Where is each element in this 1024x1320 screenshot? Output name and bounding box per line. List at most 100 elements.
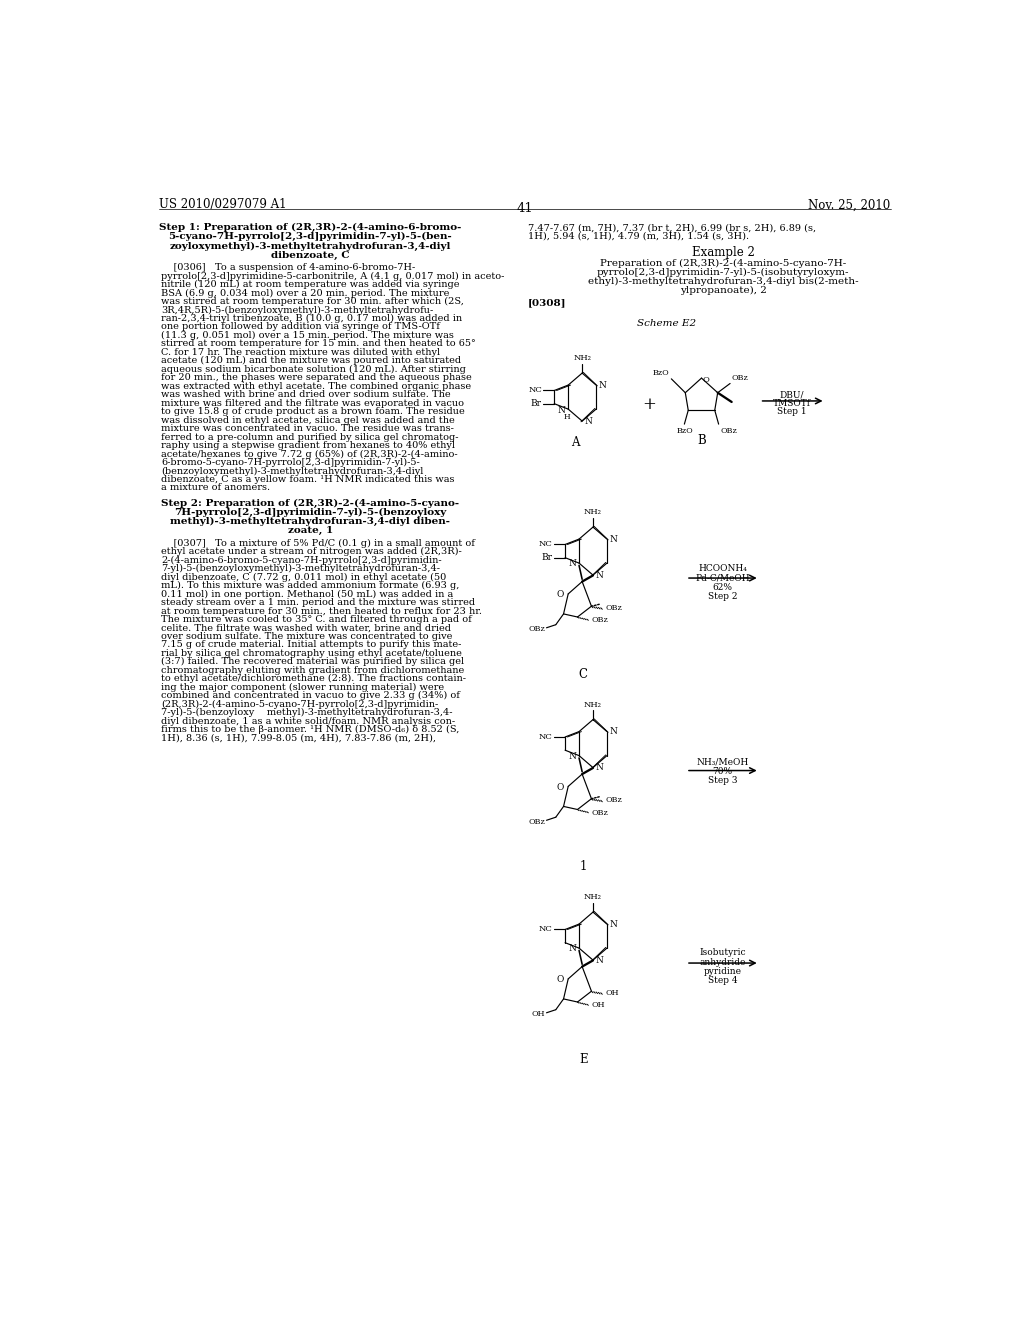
Text: aqueous sodium bicarbonate solution (120 mL). After stirring: aqueous sodium bicarbonate solution (120… — [162, 364, 466, 374]
Text: N: N — [569, 560, 577, 569]
Text: 1: 1 — [580, 861, 587, 873]
Text: N: N — [585, 417, 592, 425]
Text: NH₂: NH₂ — [584, 508, 602, 516]
Text: NC: NC — [539, 925, 553, 933]
Text: E: E — [579, 1052, 588, 1065]
Text: The mixture was cooled to 35° C. and filtered through a pad of: The mixture was cooled to 35° C. and fil… — [162, 615, 472, 624]
Text: Nov. 25, 2010: Nov. 25, 2010 — [808, 198, 891, 211]
Text: mL). To this mixture was added ammonium formate (6.93 g,: mL). To this mixture was added ammonium … — [162, 581, 460, 590]
Text: (benzoyloxymethyl)-3-methyltetrahydrofuran-3,4-diyl: (benzoyloxymethyl)-3-methyltetrahydrofur… — [162, 466, 424, 475]
Text: O: O — [557, 783, 564, 792]
Text: Scheme E2: Scheme E2 — [637, 318, 696, 327]
Text: OBz: OBz — [605, 603, 623, 611]
Text: 2-(4-amino-6-bromo-5-cyano-7H-pyrrolo[2,3-d]pyrimidin-: 2-(4-amino-6-bromo-5-cyano-7H-pyrrolo[2,… — [162, 556, 442, 565]
Text: [0308]: [0308] — [528, 298, 566, 308]
Text: one portion followed by addition via syringe of TMS-OTf: one portion followed by addition via syr… — [162, 322, 440, 331]
Text: OBz: OBz — [528, 818, 545, 826]
Text: NC: NC — [539, 733, 553, 741]
Text: N: N — [595, 763, 603, 772]
Text: mixture was filtered and the filtrate was evaporated in vacuo: mixture was filtered and the filtrate wa… — [162, 399, 464, 408]
Text: dibenzoate, C: dibenzoate, C — [271, 251, 349, 260]
Text: pyrrolo[2,3-d]pyrimidin-7-yl)-5-(isobutyryloxym-: pyrrolo[2,3-d]pyrimidin-7-yl)-5-(isobuty… — [597, 268, 850, 277]
Text: 7-yl)-5-(benzoyloxymethyl)-3-methyltetrahydrofuran-3,4-: 7-yl)-5-(benzoyloxymethyl)-3-methyltetra… — [162, 564, 440, 573]
Text: acetate (120 mL) and the mixture was poured into saturated: acetate (120 mL) and the mixture was pou… — [162, 356, 462, 366]
Text: pyridine: pyridine — [703, 966, 741, 975]
Text: N: N — [598, 380, 606, 389]
Text: chromatography eluting with gradient from dichloromethane: chromatography eluting with gradient fro… — [162, 665, 465, 675]
Text: H: H — [563, 413, 570, 421]
Text: [0306]   To a suspension of 4-amino-6-bromo-7H-: [0306] To a suspension of 4-amino-6-brom… — [162, 263, 416, 272]
Text: OH: OH — [605, 989, 618, 997]
Text: Step 1: Preparation of (2R,3R)-2-(4-amino-6-bromo-: Step 1: Preparation of (2R,3R)-2-(4-amin… — [159, 223, 462, 232]
Text: steady stream over a 1 min. period and the mixture was stirred: steady stream over a 1 min. period and t… — [162, 598, 475, 607]
Text: 7-yl)-5-(benzoyloxy    methyl)-3-methyltetrahydrofuran-3,4-: 7-yl)-5-(benzoyloxy methyl)-3-methyltetr… — [162, 708, 453, 717]
Text: NC: NC — [539, 540, 553, 549]
Text: BzO: BzO — [653, 370, 670, 378]
Text: to give 15.8 g of crude product as a brown foam. The residue: to give 15.8 g of crude product as a bro… — [162, 407, 465, 416]
Text: 1H), 8.36 (s, 1H), 7.99-8.05 (m, 4H), 7.83-7.86 (m, 2H),: 1H), 8.36 (s, 1H), 7.99-8.05 (m, 4H), 7.… — [162, 734, 436, 743]
Text: N: N — [609, 727, 617, 737]
Text: mixture was concentrated in vacuo. The residue was trans-: mixture was concentrated in vacuo. The r… — [162, 424, 455, 433]
Text: OBz: OBz — [592, 616, 608, 624]
Text: diyl dibenzoate, C (7.72 g, 0.011 mol) in ethyl acetate (50: diyl dibenzoate, C (7.72 g, 0.011 mol) i… — [162, 573, 446, 582]
Text: acetate/hexanes to give 7.72 g (65%) of (2R,3R)-2-(4-amino-: acetate/hexanes to give 7.72 g (65%) of … — [162, 449, 458, 458]
Text: OBz: OBz — [605, 796, 623, 804]
Text: (3:7) failed. The recovered material was purified by silica gel: (3:7) failed. The recovered material was… — [162, 657, 465, 667]
Text: OH: OH — [592, 1001, 605, 1008]
Text: (11.3 g, 0.051 mol) over a 15 min. period. The mixture was: (11.3 g, 0.051 mol) over a 15 min. perio… — [162, 331, 455, 341]
Text: Step 4: Step 4 — [708, 977, 737, 985]
Text: was dissolved in ethyl acetate, silica gel was added and the: was dissolved in ethyl acetate, silica g… — [162, 416, 455, 425]
Text: anhydride: anhydride — [699, 958, 745, 966]
Text: was stirred at room temperature for 30 min. after which (2S,: was stirred at room temperature for 30 m… — [162, 297, 464, 306]
Text: diyl dibenzoate, 1 as a white solid/foam. NMR analysis con-: diyl dibenzoate, 1 as a white solid/foam… — [162, 717, 456, 726]
Text: a mixture of anomers.: a mixture of anomers. — [162, 483, 270, 492]
Text: ethyl)-3-methyltetrahydrofuran-3,4-diyl bis(2-meth-: ethyl)-3-methyltetrahydrofuran-3,4-diyl … — [588, 277, 858, 286]
Text: raphy using a stepwise gradient from hexanes to 40% ethyl: raphy using a stepwise gradient from hex… — [162, 441, 456, 450]
Text: zoate, 1: zoate, 1 — [288, 527, 333, 536]
Text: was washed with brine and dried over sodium sulfate. The: was washed with brine and dried over sod… — [162, 391, 451, 399]
Text: 70%: 70% — [713, 767, 732, 776]
Text: ferred to a pre-column and purified by silica gel chromatog-: ferred to a pre-column and purified by s… — [162, 433, 459, 441]
Text: N: N — [609, 920, 617, 928]
Text: to ethyl acetate/dichloromethane (2:8). The fractions contain-: to ethyl acetate/dichloromethane (2:8). … — [162, 675, 466, 684]
Text: ran-2,3,4-triyl tribenzoate, B (10.0 g, 0.17 mol) was added in: ran-2,3,4-triyl tribenzoate, B (10.0 g, … — [162, 314, 463, 323]
Text: over sodium sulfate. The mixture was concentrated to give: over sodium sulfate. The mixture was con… — [162, 632, 453, 642]
Text: NH₂: NH₂ — [584, 701, 602, 709]
Text: Step 3: Step 3 — [708, 776, 737, 785]
Text: 3R,4R,5R)-5-(benzoyloxymethyl)-3-methyltetrahydrofu-: 3R,4R,5R)-5-(benzoyloxymethyl)-3-methylt… — [162, 305, 433, 314]
Text: (2R,3R)-2-(4-amino-5-cyano-7H-pyrrolo[2,3-d]pyrimidin-: (2R,3R)-2-(4-amino-5-cyano-7H-pyrrolo[2,… — [162, 700, 438, 709]
Text: BSA (6.9 g, 0.034 mol) over a 20 min. period. The mixture: BSA (6.9 g, 0.034 mol) over a 20 min. pe… — [162, 289, 450, 297]
Text: N: N — [557, 407, 565, 416]
Text: HCOONH₄: HCOONH₄ — [698, 564, 746, 573]
Text: 6-bromo-5-cyano-7H-pyrrolo[2,3-d]pyrimidin-7-yl)-5-: 6-bromo-5-cyano-7H-pyrrolo[2,3-d]pyrimid… — [162, 458, 420, 467]
Text: N: N — [595, 570, 603, 579]
Text: OH: OH — [531, 1010, 545, 1018]
Text: [0307]   To a mixture of 5% Pd/C (0.1 g) in a small amount of: [0307] To a mixture of 5% Pd/C (0.1 g) i… — [162, 539, 475, 548]
Text: OBz: OBz — [528, 626, 545, 634]
Text: O: O — [702, 376, 710, 384]
Text: firms this to be the β-anomer. ¹H NMR (DMSO-d₆) δ 8.52 (S,: firms this to be the β-anomer. ¹H NMR (D… — [162, 725, 460, 734]
Text: 7.47-7.67 (m, 7H), 7.37 (br t, 2H), 6.99 (br s, 2H), 6.89 (s,: 7.47-7.67 (m, 7H), 7.37 (br t, 2H), 6.99… — [528, 223, 816, 232]
Text: for 20 min., the phases were separated and the aqueous phase: for 20 min., the phases were separated a… — [162, 374, 472, 383]
Text: N: N — [569, 944, 577, 953]
Text: B: B — [697, 434, 706, 446]
Text: zoyloxymethyl)-3-methyltetrahydrofuran-3,4-diyl: zoyloxymethyl)-3-methyltetrahydrofuran-3… — [169, 242, 451, 251]
Text: was extracted with ethyl acetate. The combined organic phase: was extracted with ethyl acetate. The co… — [162, 381, 471, 391]
Text: NH₂: NH₂ — [584, 894, 602, 902]
Text: 7.15 g of crude material. Initial attempts to purify this mate-: 7.15 g of crude material. Initial attemp… — [162, 640, 462, 649]
Text: ylpropanoate), 2: ylpropanoate), 2 — [680, 286, 767, 296]
Text: 62%: 62% — [713, 582, 732, 591]
Text: ing the major component (slower running material) were: ing the major component (slower running … — [162, 682, 444, 692]
Text: N: N — [595, 956, 603, 965]
Text: rial by silica gel chromatography using ethyl acetate/toluene: rial by silica gel chromatography using … — [162, 649, 462, 657]
Text: combined and concentrated in vacuo to give 2.33 g (34%) of: combined and concentrated in vacuo to gi… — [162, 692, 460, 701]
Text: ethyl acetate under a stream of nitrogen was added (2R,3R)-: ethyl acetate under a stream of nitrogen… — [162, 548, 462, 556]
Text: OBz: OBz — [592, 809, 608, 817]
Text: 5-cyano-7H-pyrrolo[2,3-d]pyrimidin-7-yl)-5-(ben-: 5-cyano-7H-pyrrolo[2,3-d]pyrimidin-7-yl)… — [168, 232, 452, 242]
Text: celite. The filtrate was washed with water, brine and dried: celite. The filtrate was washed with wat… — [162, 623, 452, 632]
Text: 41: 41 — [516, 202, 534, 215]
Text: 0.11 mol) in one portion. Methanol (50 mL) was added in a: 0.11 mol) in one portion. Methanol (50 m… — [162, 590, 454, 599]
Text: O: O — [557, 975, 564, 985]
Text: Step 2: Step 2 — [708, 591, 737, 601]
Text: BzO: BzO — [677, 428, 693, 436]
